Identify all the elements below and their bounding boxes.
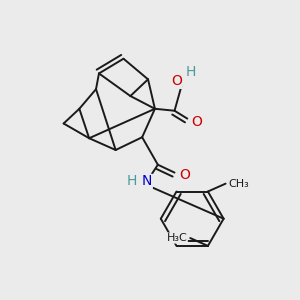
Text: H: H xyxy=(186,65,196,80)
Text: O: O xyxy=(192,115,203,128)
Text: N: N xyxy=(142,174,152,188)
Text: O: O xyxy=(171,74,182,88)
Text: O: O xyxy=(179,167,190,182)
Text: H₃C: H₃C xyxy=(167,233,187,243)
Text: H: H xyxy=(126,174,136,188)
Text: CH₃: CH₃ xyxy=(229,179,249,189)
